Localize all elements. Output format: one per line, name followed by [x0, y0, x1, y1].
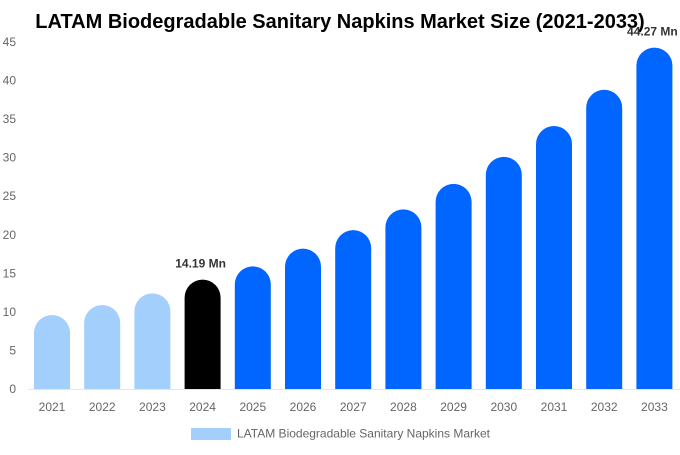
- y-tick-label: 5: [9, 343, 16, 357]
- legend-swatch: [191, 428, 231, 440]
- y-tick-label: 40: [3, 74, 17, 88]
- bar-2021[interactable]: [34, 314, 70, 389]
- x-tick-label: 2026: [290, 400, 317, 414]
- data-label: 14.19 Mn: [175, 257, 226, 271]
- bar-2032[interactable]: [586, 89, 623, 389]
- y-tick-label: 25: [3, 189, 17, 203]
- y-tick-label: 35: [3, 112, 17, 126]
- bar-2028[interactable]: [385, 209, 422, 389]
- data-labels: 14.19 Mn 44.27 Mn: [175, 25, 678, 271]
- bar-2024[interactable]: [184, 279, 221, 389]
- x-tick-label: 2022: [89, 400, 116, 414]
- y-tick-label: 10: [3, 305, 17, 319]
- legend[interactable]: LATAM Biodegradable Sanitary Napkins Mar…: [191, 427, 491, 441]
- y-tick-label: 45: [3, 35, 17, 49]
- x-tick-label: 2023: [139, 400, 166, 414]
- y-tick-label: 0: [9, 382, 16, 396]
- x-tick-label: 2032: [591, 400, 618, 414]
- bar-2026[interactable]: [285, 248, 321, 389]
- x-tick-label: 2030: [490, 400, 517, 414]
- bar-2031[interactable]: [536, 126, 572, 389]
- x-tick-label: 2025: [239, 400, 266, 414]
- x-tick-label: 2033: [641, 400, 668, 414]
- x-tick-label: 2024: [189, 400, 216, 414]
- bar-2025[interactable]: [234, 266, 271, 389]
- y-tick-label: 30: [3, 151, 17, 165]
- x-tick-label: 2028: [390, 400, 417, 414]
- x-tick-label: 2021: [39, 400, 66, 414]
- bars: [34, 47, 673, 389]
- y-tick-label: 15: [3, 266, 17, 280]
- chart-title: LATAM Biodegradable Sanitary Napkins Mar…: [35, 11, 644, 33]
- x-tick-label: 2029: [440, 400, 467, 414]
- bar-2022[interactable]: [84, 304, 121, 389]
- bar-2027[interactable]: [335, 230, 372, 389]
- bar-2023[interactable]: [134, 293, 171, 389]
- bar-2030[interactable]: [485, 156, 522, 389]
- y-axis: 0 5 10 15 20 25 30 35 40 45: [3, 35, 17, 396]
- data-label: 44.27 Mn: [627, 25, 678, 39]
- bar-2029[interactable]: [435, 183, 472, 389]
- bar-2033[interactable]: [636, 47, 673, 389]
- x-tick-label: 2027: [340, 400, 367, 414]
- x-tick-label: 2031: [541, 400, 568, 414]
- y-tick-label: 20: [3, 228, 17, 242]
- x-axis: 2021 2022 2023 2024 2025 2026 2027 2028 2029 2030…: [39, 400, 668, 414]
- legend-label: LATAM Biodegradable Sanitary Napkins Mar…: [237, 427, 491, 441]
